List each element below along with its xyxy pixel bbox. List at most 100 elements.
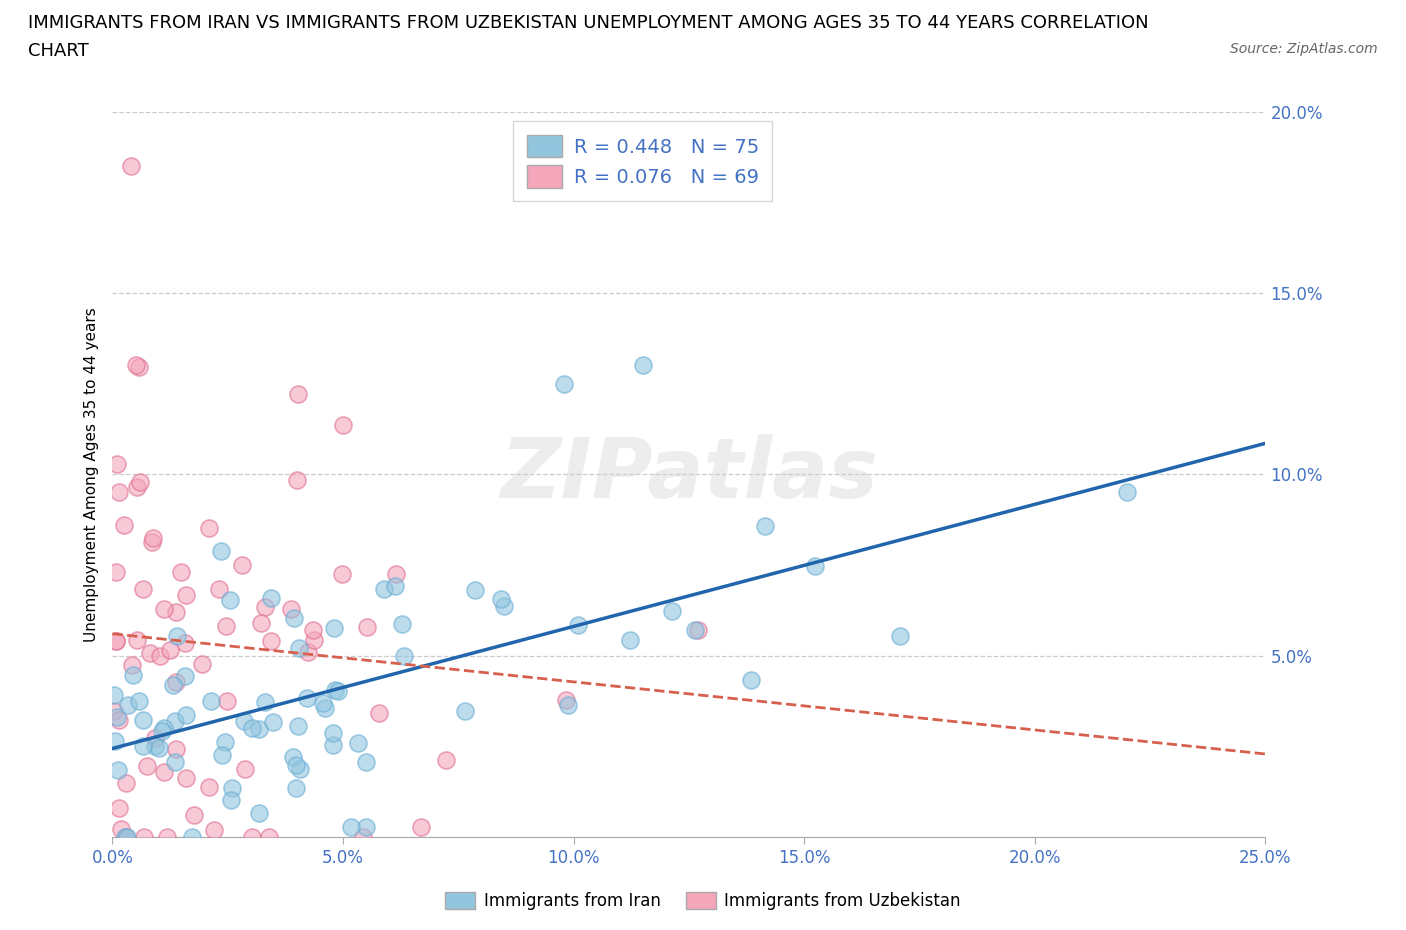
Point [125,480,148,495]
Point [131,712,153,727]
Point [221,780,243,795]
Point [661,604,683,618]
Point [373,581,395,596]
Point [152,764,174,779]
Point [214,735,236,750]
Point [312,696,335,711]
Point [150,724,173,738]
Point [166,629,188,644]
Point [190,657,212,671]
Point [322,737,344,752]
Point [283,610,305,625]
Point [295,691,318,706]
Point [200,694,222,709]
Point [159,643,181,658]
Point [163,713,186,728]
Point [143,738,166,753]
Point [207,581,229,596]
Point [202,822,225,837]
Point [260,634,283,649]
Point [356,819,378,834]
Point [173,669,195,684]
Point [247,722,270,737]
Point [209,543,232,558]
Point [619,632,641,647]
Point [103,734,125,749]
Point [288,762,311,777]
Point [105,457,128,472]
Point [149,648,172,663]
Point [242,830,264,844]
Point [301,622,323,637]
Point [233,762,256,777]
Text: Source: ZipAtlas.com: Source: ZipAtlas.com [1230,42,1378,56]
Point [170,565,193,579]
Point [330,566,353,581]
Point [557,698,579,712]
Point [165,604,187,619]
Point [259,830,281,844]
Point [174,771,197,786]
Point [297,644,319,659]
Point [153,721,176,736]
Point [108,485,131,499]
Point [124,358,146,373]
Text: IMMIGRANTS FROM IRAN VS IMMIGRANTS FROM UZBEKISTAN UNEMPLOYMENT AMONG AGES 35 TO: IMMIGRANTS FROM IRAN VS IMMIGRANTS FROM … [28,14,1149,32]
Point [889,628,911,643]
Point [288,641,311,656]
Point [391,617,413,631]
Text: CHART: CHART [28,42,89,60]
Point [141,535,163,550]
Point [214,618,236,633]
Point [105,710,128,724]
Point [250,616,273,631]
Point [107,712,129,727]
Point [198,521,221,536]
Point [434,752,457,767]
Point [198,779,221,794]
Point [322,725,344,740]
Text: ZIPatlas: ZIPatlas [501,433,877,515]
Point [183,807,205,822]
Point [114,775,136,790]
Point [803,559,825,574]
Point [165,742,187,757]
Point [132,830,155,844]
Point [253,599,276,614]
Point [174,588,197,603]
Y-axis label: Unemployment Among Ages 35 to 44 years: Unemployment Among Ages 35 to 44 years [83,307,98,642]
Point [104,633,127,648]
Point [128,360,150,375]
Point [174,635,197,650]
Point [254,695,277,710]
Point [326,684,349,698]
Point [339,820,361,835]
Point [385,567,408,582]
Point [553,377,575,392]
Point [217,693,239,708]
Point [260,591,283,605]
Point [114,830,136,844]
Point [132,581,155,596]
Point [247,805,270,820]
Point [112,517,135,532]
Point [323,682,346,697]
Point [165,674,187,689]
Point [368,706,391,721]
Point [219,592,242,607]
Point [302,632,325,647]
Point [153,601,176,616]
Point [211,748,233,763]
Point [131,738,153,753]
Point [107,763,129,777]
Point [181,830,204,844]
Point [392,648,415,663]
Point [233,713,256,728]
Point [740,672,762,687]
Point [284,780,307,795]
Point [314,700,336,715]
Point [174,708,197,723]
Point [346,736,368,751]
Point [125,632,148,647]
Point [240,721,263,736]
